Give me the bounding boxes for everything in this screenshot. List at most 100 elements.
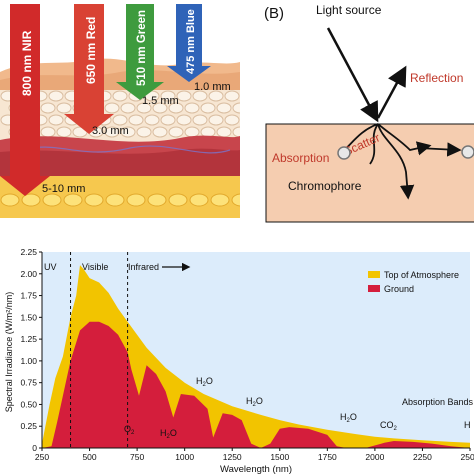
skin-cell — [56, 126, 72, 138]
legend: Top of Atmosphere Ground — [368, 270, 459, 294]
skin-cell — [160, 114, 176, 126]
skin-cell — [144, 114, 160, 126]
fat-cell — [126, 193, 146, 207]
skin-cell — [184, 126, 200, 138]
blue-arrow: 475 nm Blue — [167, 4, 211, 82]
fat-cell — [63, 193, 83, 207]
light-source-label: Light source — [316, 3, 382, 17]
y-tick-label: 1.75 — [20, 291, 37, 301]
y-axis-label: Spectral Irradiance (W/m²/nm) — [4, 292, 14, 413]
molecule-co2: CO2 — [380, 420, 398, 432]
chromophore-label: Chromophore — [288, 179, 362, 193]
depth-label-1mm: 1.0 mm — [194, 81, 231, 93]
fat-cell — [189, 193, 209, 207]
x-tick-label: 1250 — [223, 452, 242, 462]
depth-label-5-10mm: 5-10 mm — [42, 183, 85, 195]
y-tick-label: 1.50 — [20, 312, 37, 322]
x-tick-label: 500 — [82, 452, 96, 462]
skin-cell — [216, 126, 232, 138]
skin-cell — [192, 114, 208, 126]
molecule-h2o-3: H2O — [246, 396, 263, 408]
series-area-ground — [42, 321, 470, 448]
skin-cell — [104, 102, 120, 114]
absorption-bands-label: Absorption Bands — [402, 397, 474, 407]
svg-text:475 nm Blue: 475 nm Blue — [185, 9, 197, 74]
skin-cell — [120, 126, 136, 138]
y-tick-label: 0.25 — [20, 421, 37, 431]
skin-cell — [232, 126, 240, 138]
x-tick-label: 1750 — [318, 452, 337, 462]
y-tick-label: 1.00 — [20, 356, 37, 366]
skin-cell — [136, 126, 152, 138]
nir-arrow: 800 nm NIR — [0, 4, 50, 196]
skin-cell — [152, 126, 168, 138]
svg-text:650 nm Red: 650 nm Red — [84, 17, 98, 84]
x-tick-label: 2250 — [413, 452, 432, 462]
molecule-h2o-2: H2O — [196, 376, 213, 388]
y-tick-label: 0.75 — [20, 378, 37, 388]
skin-cell — [136, 102, 152, 114]
molecule-o2: O2 — [124, 424, 135, 436]
legend-ground: Ground — [384, 284, 414, 294]
skin-cell — [200, 126, 216, 138]
skin-cell — [112, 90, 128, 102]
skin-cell — [40, 126, 56, 138]
skin-cell — [224, 114, 240, 126]
chromophore-absorber — [337, 146, 351, 160]
skin-cell — [152, 102, 168, 114]
fat-cell — [21, 193, 41, 207]
skin-cell — [160, 90, 176, 102]
skin-cell — [216, 102, 232, 114]
reflection-label: Reflection — [410, 71, 463, 85]
region-label-uv: UV — [44, 262, 57, 272]
fat-cell — [84, 193, 104, 207]
panel-a-skin-diagram: 800 nm NIR 650 nm Red 510 nm Green 475 n… — [0, 0, 240, 218]
legend-top-of-atmosphere: Top of Atmosphere — [384, 270, 459, 280]
skin-cell — [48, 114, 64, 126]
skin-cell — [200, 102, 216, 114]
absorption-label: Absorption — [272, 151, 329, 165]
x-tick-label: 750 — [130, 452, 144, 462]
x-tick-label: 2000 — [365, 452, 384, 462]
skin-cell — [184, 102, 200, 114]
skin-cell — [56, 102, 72, 114]
x-tick-label: 1500 — [270, 452, 289, 462]
molecule-h2o-1: H2O — [160, 428, 177, 440]
y-tick-label: 0 — [32, 443, 37, 453]
svg-text:800 nm NIR: 800 nm NIR — [20, 30, 34, 96]
edge-letter: H — [464, 420, 471, 430]
region-label-infrared: Infrared — [128, 262, 159, 272]
x-tick-label: 1000 — [175, 452, 194, 462]
y-tick-label: 2.00 — [20, 269, 37, 279]
skin-cell — [112, 114, 128, 126]
fat-cell — [0, 193, 20, 207]
skin-cell — [192, 90, 208, 102]
x-axis-label: Wavelength (nm) — [220, 464, 292, 474]
tissue-block — [265, 123, 474, 223]
y-tick-label: 1.25 — [20, 334, 37, 344]
fat-cell — [147, 193, 167, 207]
green-arrow: 510 nm Green — [116, 4, 164, 100]
fat-cell — [231, 193, 240, 207]
fat-cell — [168, 193, 188, 207]
skin-cell — [104, 126, 120, 138]
panel-b-light-interaction: (B) Light source Reflection Scatter Abso… — [264, 3, 474, 223]
depth-label-3mm: 3.0 mm — [92, 125, 129, 137]
skin-cell — [176, 90, 192, 102]
region-label-visible: Visible — [82, 262, 108, 272]
red-arrow: 650 nm Red — [64, 4, 114, 134]
x-tick-label: 250 — [35, 452, 49, 462]
skin-cell — [48, 90, 64, 102]
skin-cell — [208, 90, 224, 102]
depth-label-1-5mm: 1.5 mm — [142, 95, 179, 107]
fat-cell — [210, 193, 230, 207]
skin-cell — [40, 102, 56, 114]
skin-cell — [224, 90, 240, 102]
skin-cell — [128, 114, 144, 126]
molecule-h2o-4: H2O — [340, 412, 357, 424]
chromophore-absorber-right — [461, 145, 474, 159]
panel-b-label: (B) — [264, 5, 284, 22]
svg-text:510 nm Green: 510 nm Green — [136, 10, 148, 86]
skin-cell — [208, 114, 224, 126]
